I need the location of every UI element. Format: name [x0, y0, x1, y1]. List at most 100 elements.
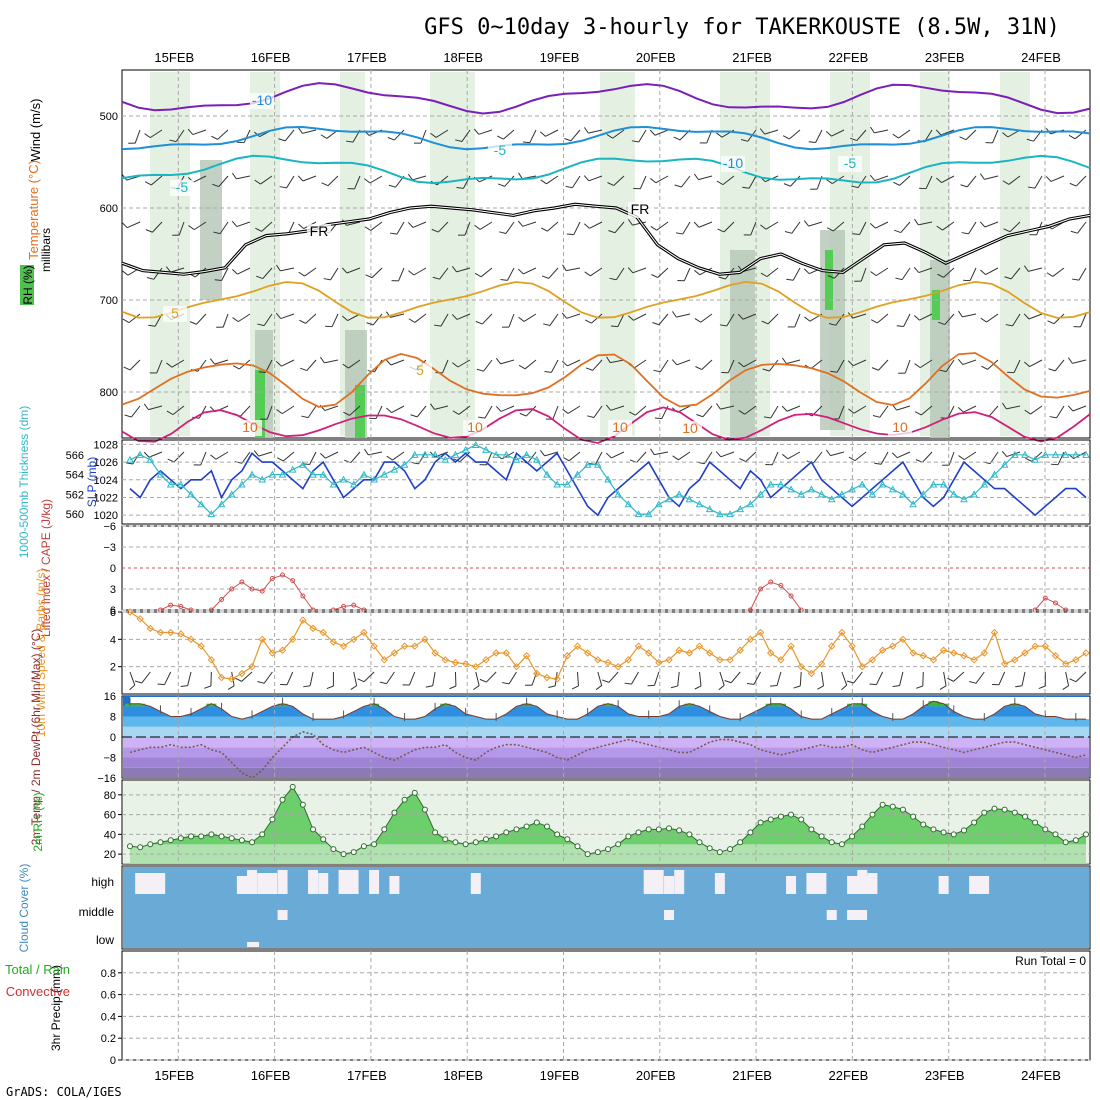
- wind-barb-flag: [541, 227, 548, 232]
- wind-barb-flag: [583, 175, 590, 182]
- wind-barb-flag: [166, 410, 174, 416]
- thickness-marker: [126, 455, 134, 463]
- cloud-high-bar: [318, 873, 329, 894]
- rh-marker: [584, 851, 591, 858]
- wind-barb: [350, 451, 361, 463]
- wind-barb: [571, 175, 581, 189]
- wind-barb-flag: [826, 227, 834, 232]
- wind-barb: [722, 175, 735, 186]
- lifted-index-marker: [300, 593, 306, 599]
- cloud-high-bar: [247, 870, 258, 894]
- rh-marker: [828, 839, 835, 846]
- surface-wind-barb-flag: [724, 680, 732, 684]
- thickness-marker: [736, 505, 745, 513]
- thickness-marker: [675, 490, 684, 498]
- lifted-index-marker: [778, 583, 784, 588]
- wind-barb-flag: [958, 455, 965, 461]
- wind-barb: [503, 129, 515, 140]
- wind-barb: [567, 359, 581, 367]
- thickness-marker: [797, 490, 806, 498]
- wind-barb: [368, 451, 383, 456]
- wind-barb-flag: [804, 316, 811, 322]
- wind-barb-flag: [301, 415, 309, 419]
- wind-barb-flag: [830, 370, 838, 373]
- rh-marker: [137, 844, 144, 851]
- wind-barb: [127, 221, 141, 229]
- warm-fill: [938, 703, 949, 707]
- wind-barb: [346, 267, 361, 274]
- wind-barb-flag: [1046, 272, 1054, 277]
- warm-fill: [775, 703, 786, 707]
- y-axis-label-wind: Wind (m/s): [28, 99, 43, 162]
- thickness-marker: [156, 470, 165, 478]
- rh-band-saturated: [932, 290, 940, 320]
- wind-barb-flag: [1023, 265, 1029, 272]
- wind-barb-flag: [566, 233, 574, 236]
- wind-barb-flag: [275, 361, 282, 367]
- wind-barb-flag: [961, 232, 969, 235]
- wind-barb-flag: [1002, 180, 1010, 185]
- contour-label-bg: [628, 202, 652, 218]
- wind-barb: [354, 175, 361, 190]
- thickness-marker: [1061, 450, 1070, 458]
- wind-barb-flag: [543, 323, 551, 326]
- rh-marker: [889, 803, 896, 810]
- wind-barb: [617, 313, 625, 327]
- wind-barb: [901, 267, 911, 280]
- wind-barb-flag: [674, 184, 682, 188]
- wind-barb: [918, 267, 933, 274]
- y-tick-label: 0.2: [101, 1033, 116, 1045]
- wind-barb-flag: [407, 222, 414, 228]
- wind-barb-flag: [914, 218, 919, 226]
- wind-barb: [544, 451, 559, 457]
- wind-speed-marker: [929, 656, 938, 664]
- wind-barb-flag: [144, 133, 151, 139]
- surface-wind-barb: [1075, 671, 1087, 683]
- footer-credit: GrADS: COLA/IGES: [6, 1085, 122, 1099]
- wind-barb-flag: [870, 271, 877, 277]
- wind-barb-flag: [187, 128, 194, 135]
- thickness-marker: [919, 490, 928, 498]
- wind-barb-flag: [275, 312, 282, 319]
- date-label-top: 16FEB: [251, 50, 291, 65]
- wind-barb-flag: [1068, 134, 1076, 140]
- wind-barb-flag: [385, 359, 392, 366]
- wind-barb: [962, 359, 977, 366]
- rh-band-light: [150, 72, 190, 436]
- panel-slp-thickness: 102010221024102610285605625645661000-500…: [17, 406, 1091, 558]
- wind-barb: [836, 359, 845, 373]
- wind-barb: [1078, 267, 1087, 281]
- rh-marker: [1062, 839, 1069, 846]
- wind-barb-flag: [848, 456, 856, 462]
- thickness-marker: [471, 440, 480, 448]
- y-tick-label: 0: [110, 563, 116, 575]
- wind-barb-flag: [319, 453, 326, 459]
- contour-temp-10: [121, 352, 1091, 408]
- wind-barb: [508, 313, 515, 328]
- surface-wind-barb: [631, 671, 639, 685]
- wind-barb-flag: [650, 226, 657, 231]
- date-label-bottom: 20FEB: [636, 1068, 676, 1083]
- wind-barb-flag: [959, 136, 967, 141]
- wind-speed-marker: [451, 658, 460, 667]
- wind-barb: [678, 451, 691, 461]
- thickness-marker: [380, 470, 389, 478]
- rh-marker: [960, 827, 967, 834]
- wind-barb: [524, 359, 537, 370]
- wind-barb-flag: [564, 138, 572, 142]
- wind-barb-flag: [629, 411, 636, 416]
- contour-label: FR: [631, 201, 650, 217]
- wind-barb: [500, 405, 515, 412]
- series-line-lifted-index: [211, 574, 314, 611]
- wind-barb-flag: [960, 184, 968, 188]
- wind-speed-marker: [919, 652, 927, 660]
- wind-barb-flag: [874, 462, 882, 465]
- y-tick-label: −6: [103, 521, 116, 533]
- thickness-marker: [827, 495, 836, 503]
- wind-speed-marker: [868, 656, 877, 664]
- wind-barb: [129, 359, 141, 371]
- rh-marker: [238, 837, 245, 844]
- wind-barb: [810, 359, 823, 370]
- surface-wind-barb: [129, 671, 136, 686]
